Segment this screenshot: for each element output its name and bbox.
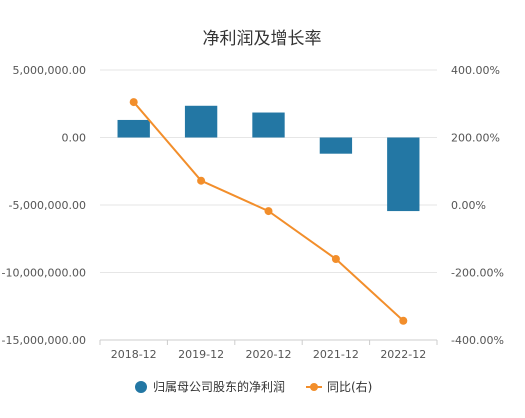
x-tick-label: 2022-12 bbox=[380, 348, 426, 361]
legend-line-dot-icon bbox=[310, 383, 318, 391]
chart-title: 净利润及增长率 bbox=[203, 29, 322, 49]
right-tick-label: -200.00% bbox=[451, 267, 504, 280]
legend[interactable]: 归属母公司股东的净利润 同比(右) bbox=[135, 379, 372, 394]
bars bbox=[117, 105, 420, 212]
yoy-point-2022-12[interactable] bbox=[399, 316, 408, 325]
bar-2019-12[interactable] bbox=[184, 105, 218, 138]
x-tick-label: 2018-12 bbox=[111, 348, 157, 361]
growth-line bbox=[129, 98, 408, 325]
x-tick-label: 2019-12 bbox=[178, 348, 224, 361]
legend-bar-marker-icon bbox=[135, 381, 147, 393]
legend-item-yoy[interactable]: 同比(右) bbox=[306, 379, 372, 394]
bar-2022-12[interactable] bbox=[387, 137, 420, 212]
bar-2018-12[interactable] bbox=[117, 119, 150, 138]
yoy-point-2019-12[interactable] bbox=[197, 176, 206, 185]
left-tick-label: -10,000,000.00 bbox=[2, 267, 86, 280]
left-tick-label: 0.00 bbox=[62, 132, 87, 145]
bar-2021-12[interactable] bbox=[319, 137, 353, 154]
yoy-point-2020-12[interactable] bbox=[264, 207, 273, 216]
grid bbox=[100, 69, 437, 341]
right-tick-label: -400.00% bbox=[451, 334, 504, 347]
left-tick-label: -15,000,000.00 bbox=[2, 334, 86, 347]
legend-label-net-profit: 归属母公司股东的净利润 bbox=[153, 379, 285, 394]
x-tick-label: 2020-12 bbox=[246, 348, 292, 361]
x-axis: 2018-12 2019-12 2020-12 2021-12 2022-12 bbox=[99, 339, 438, 361]
yoy-point-2021-12[interactable] bbox=[331, 255, 340, 263]
legend-label-yoy: 同比(右) bbox=[327, 379, 372, 394]
left-tick-label: 5,000,000.00 bbox=[13, 64, 86, 77]
legend-item-net-profit[interactable]: 归属母公司股东的净利润 bbox=[135, 379, 285, 394]
left-tick-label: -5,000,000.00 bbox=[9, 199, 86, 212]
right-tick-label: 200.00% bbox=[451, 132, 500, 145]
left-axis: 5,000,000.00 0.00 -5,000,000.00 -10,000,000… bbox=[2, 64, 86, 347]
right-axis: 400.00% 200.00% 0.00% -200.00% -400.00% bbox=[451, 64, 504, 347]
yoy-point-2018-12[interactable] bbox=[129, 98, 138, 107]
right-tick-label: 0.00% bbox=[451, 199, 486, 212]
right-tick-label: 400.00% bbox=[451, 64, 500, 77]
bar-2020-12[interactable] bbox=[252, 112, 285, 138]
x-tick-label: 2021-12 bbox=[313, 348, 359, 361]
